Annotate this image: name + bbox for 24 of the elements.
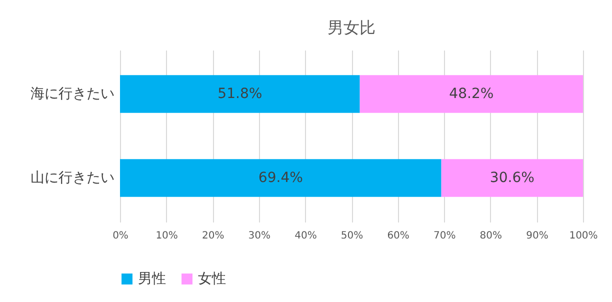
y-tick-label: 海に行きたい xyxy=(30,86,114,102)
x-tick-label: 10% xyxy=(156,230,178,242)
data-label: 48.2% xyxy=(449,86,494,102)
bar xyxy=(120,159,442,197)
x-tick-label: 0% xyxy=(112,230,128,242)
legend-label: 男性 xyxy=(138,271,166,287)
data-label: 69.4% xyxy=(258,170,303,186)
data-label: 30.6% xyxy=(490,170,534,186)
legend-label: 女性 xyxy=(198,271,226,287)
chart-title: 男女比 xyxy=(328,18,376,37)
x-tick-label: 50% xyxy=(340,230,364,242)
bar xyxy=(360,75,583,113)
x-tick-label: 90% xyxy=(526,230,548,242)
x-tick-label: 60% xyxy=(387,230,410,242)
x-tick-label: 80% xyxy=(480,230,502,242)
data-label: 51.8% xyxy=(218,86,262,102)
x-tick-label: 20% xyxy=(202,230,224,242)
x-tick-label: 70% xyxy=(433,230,456,242)
x-tick-label: 100% xyxy=(569,230,598,242)
bar xyxy=(120,75,360,113)
bar xyxy=(441,159,583,197)
y-tick-label: 山に行きたい xyxy=(30,170,114,186)
x-tick-label: 30% xyxy=(248,230,271,242)
x-tick-label: 40% xyxy=(294,230,317,242)
